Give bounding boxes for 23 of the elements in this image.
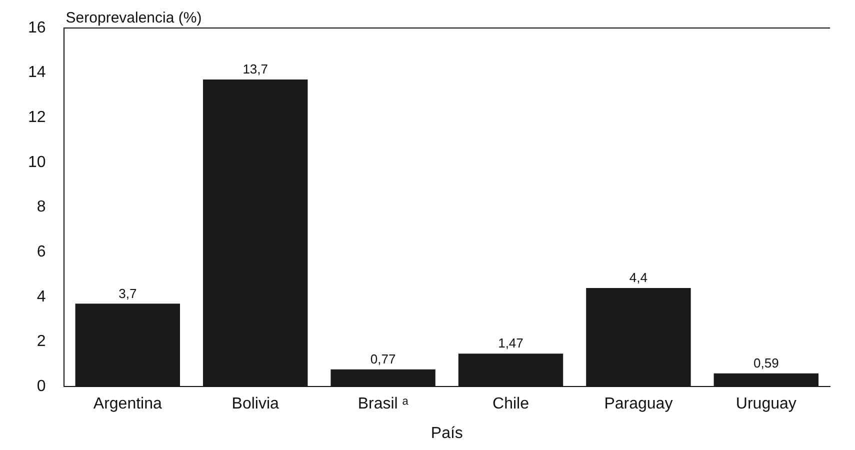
- x-axis-title: País: [430, 424, 463, 442]
- x-tick-label: Uruguay: [736, 396, 796, 413]
- data-label: 13,7: [242, 62, 268, 77]
- x-tick-label: Brasil ᵃ: [358, 396, 410, 413]
- y-tick-label: 0: [36, 378, 46, 396]
- data-label: 4,4: [629, 270, 648, 286]
- y-tick-label: 16: [28, 19, 46, 36]
- y-tick-label: 2: [36, 333, 46, 350]
- x-tick-label: Bolivia: [232, 396, 280, 413]
- data-label: 1,47: [498, 336, 524, 351]
- y-tick-label: 8: [36, 198, 46, 216]
- y-tick-label: 6: [36, 244, 46, 261]
- y-tick-label: 4: [36, 288, 46, 306]
- x-tick-label: Chile: [492, 396, 530, 413]
- y-axis-title: Seroprevalencia (%): [66, 10, 202, 27]
- data-label: 3,7: [118, 286, 137, 301]
- x-tick-label: Argentina: [93, 396, 162, 413]
- data-label: 0,59: [753, 355, 779, 370]
- y-tick-label: 10: [28, 154, 46, 171]
- y-tick-label: 14: [28, 64, 46, 82]
- x-tick-label: Paraguay: [604, 396, 673, 413]
- y-tick-label: 12: [28, 109, 46, 126]
- data-label: 0,77: [370, 351, 396, 366]
